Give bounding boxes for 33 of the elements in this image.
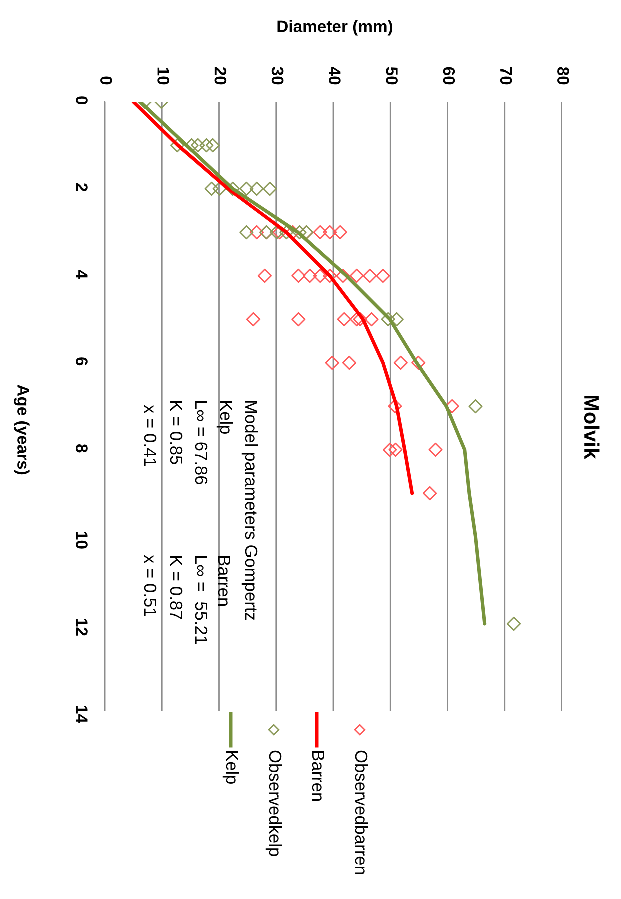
y-tick-label: 10 — [76, 532, 88, 549]
annotation: K = 0.87 — [170, 556, 183, 620]
y-tick-label: 14 — [76, 706, 88, 724]
x-tick-label: 70 — [500, 68, 512, 85]
annotation: L∞ = 67.86 — [195, 401, 208, 484]
annotation: L∞ = 55.21 — [195, 556, 208, 644]
text: Molvik — [584, 396, 600, 460]
y-tick-label: 12 — [76, 619, 88, 636]
annotation: K = 0.85 — [170, 401, 183, 464]
x-tick-label: 20 — [214, 67, 227, 85]
legend-label: Observedkelp — [266, 750, 282, 856]
x-tick-label: 60 — [443, 67, 456, 85]
x-tick-label: 0 — [100, 76, 112, 85]
annotation: x = 0.51 — [144, 555, 157, 616]
y-tick-label: 6 — [76, 358, 88, 366]
annotation: Barren — [218, 556, 230, 606]
x-tick-label: 80 — [558, 67, 570, 85]
x-tick-label: 40 — [329, 67, 341, 85]
annotation: Kelp — [216, 401, 234, 434]
y-axis-title: Age (years) — [14, 385, 30, 475]
legend-label: Barren — [312, 751, 324, 801]
y-tick-label: 2 — [76, 184, 88, 192]
annotation: Model parameters Gompertz — [242, 401, 258, 620]
legend-label: Kelp — [222, 751, 240, 784]
legend-label: Observedbarren — [355, 750, 368, 874]
x-tick-label: 30 — [272, 67, 284, 85]
y-tick-label: 4 — [76, 270, 88, 280]
x-tick-label: 10 — [158, 68, 170, 85]
annotation: x = 0.41 — [144, 405, 157, 466]
x-axis-title: Diameter (mm) — [278, 20, 393, 36]
y-tick-label: 0 — [76, 96, 88, 105]
y-tick-label: 8 — [76, 444, 88, 453]
x-tick-label: 50 — [386, 67, 398, 85]
